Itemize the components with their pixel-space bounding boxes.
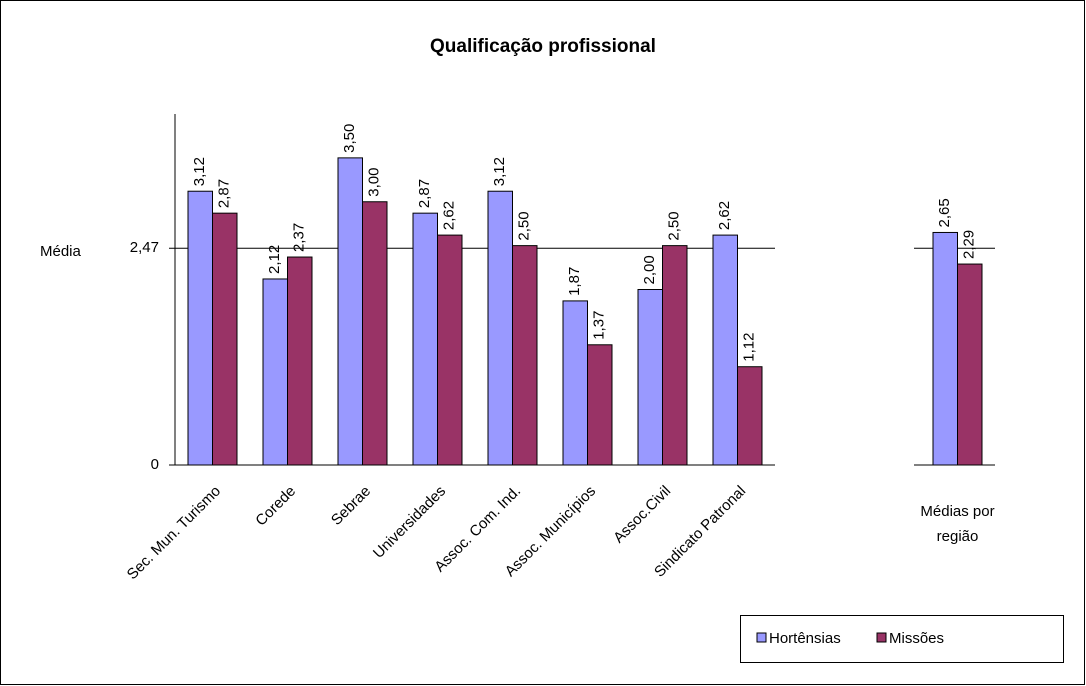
value-label: 1,37 <box>591 311 608 340</box>
value-label: 1,12 <box>741 333 758 362</box>
chart-title: Qualificação profissional <box>430 36 656 57</box>
value-label: 2,62 <box>441 201 458 230</box>
legend-box <box>740 615 1064 663</box>
bar <box>212 212 238 466</box>
legend-swatch <box>876 632 887 643</box>
bar <box>362 201 388 466</box>
bar <box>337 157 363 466</box>
value-label: 2,29 <box>961 230 978 259</box>
bar <box>587 344 613 466</box>
legend-swatch <box>756 632 767 643</box>
bar <box>562 300 588 466</box>
value-label: 2,37 <box>291 223 308 252</box>
value-label: 3,12 <box>191 157 208 186</box>
value-label: 3,12 <box>491 157 508 186</box>
bar <box>487 190 513 466</box>
annotation: Média <box>40 243 82 260</box>
bar <box>712 234 738 466</box>
bar <box>662 245 688 466</box>
bar <box>187 190 213 466</box>
bar <box>512 245 538 466</box>
value-label: 3,50 <box>341 124 358 153</box>
y-tick-label: 2,47 <box>130 239 159 256</box>
bar <box>637 289 663 466</box>
bar <box>287 256 313 466</box>
bar <box>957 263 983 466</box>
bar <box>262 278 288 466</box>
value-label: 1,87 <box>566 267 583 296</box>
value-label: 2,87 <box>416 179 433 208</box>
bar <box>437 234 463 466</box>
value-label: 2,50 <box>666 211 683 240</box>
value-label: 2,65 <box>936 198 953 227</box>
value-label: 2,62 <box>716 201 733 230</box>
value-label: 2,50 <box>516 211 533 240</box>
bar <box>737 366 763 466</box>
legend-label: Hortênsias <box>769 630 841 647</box>
x-tick-label: Médias por região <box>920 503 994 545</box>
y-tick-label: 0 <box>151 456 159 473</box>
bar <box>412 212 438 466</box>
value-label: 3,00 <box>366 168 383 197</box>
bar <box>932 231 958 466</box>
legend-label: Missões <box>889 630 944 647</box>
value-label: 2,00 <box>641 255 658 284</box>
value-label: 2,12 <box>266 245 283 274</box>
value-label: 2,87 <box>216 179 233 208</box>
